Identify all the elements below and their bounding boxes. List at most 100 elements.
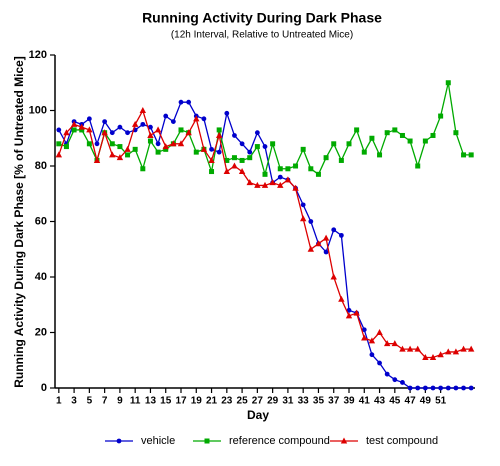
marker bbox=[193, 149, 199, 155]
marker bbox=[315, 240, 322, 247]
marker bbox=[147, 138, 153, 144]
marker bbox=[438, 385, 444, 391]
marker bbox=[461, 385, 466, 391]
marker bbox=[125, 130, 130, 136]
marker bbox=[148, 124, 153, 130]
y-tick-label: 20 bbox=[35, 326, 47, 338]
x-tick-label: 7 bbox=[102, 396, 108, 407]
marker bbox=[338, 295, 345, 302]
marker bbox=[79, 127, 85, 133]
legend-marker bbox=[204, 438, 210, 444]
marker bbox=[430, 132, 436, 138]
marker bbox=[331, 227, 337, 233]
marker bbox=[361, 327, 367, 333]
marker bbox=[232, 133, 237, 138]
marker bbox=[163, 146, 169, 152]
marker bbox=[223, 168, 231, 175]
marker bbox=[429, 353, 437, 360]
x-tick-label: 1 bbox=[56, 396, 62, 407]
marker bbox=[331, 141, 337, 147]
x-tick-label: 39 bbox=[343, 396, 355, 407]
marker bbox=[383, 340, 391, 347]
marker bbox=[56, 127, 62, 133]
marker bbox=[124, 145, 131, 152]
marker bbox=[185, 129, 192, 136]
marker bbox=[117, 124, 123, 130]
marker bbox=[109, 141, 115, 147]
x-tick-label: 23 bbox=[221, 396, 233, 407]
x-tick-label: 43 bbox=[374, 396, 386, 407]
x-tick-label: 9 bbox=[117, 396, 123, 407]
marker bbox=[369, 352, 375, 358]
marker bbox=[453, 130, 459, 136]
y-tick-label: 40 bbox=[35, 271, 47, 283]
marker bbox=[116, 154, 124, 161]
marker bbox=[93, 156, 101, 163]
marker bbox=[155, 149, 161, 155]
marker bbox=[369, 135, 375, 141]
marker bbox=[376, 329, 383, 335]
x-tick-label: 33 bbox=[298, 396, 310, 407]
marker bbox=[55, 151, 63, 158]
marker bbox=[368, 337, 376, 344]
marker bbox=[406, 345, 414, 352]
marker bbox=[163, 113, 169, 119]
x-tick-label: 37 bbox=[328, 396, 340, 407]
x-tick-label: 45 bbox=[389, 396, 401, 407]
marker bbox=[224, 157, 230, 163]
x-tick-label: 49 bbox=[420, 396, 432, 407]
marker bbox=[277, 174, 283, 180]
marker bbox=[467, 345, 475, 352]
marker bbox=[422, 385, 428, 391]
marker bbox=[139, 107, 147, 113]
marker bbox=[384, 371, 390, 377]
marker bbox=[354, 127, 360, 133]
y-tick-label: 100 bbox=[29, 104, 47, 116]
marker bbox=[154, 126, 162, 133]
x-tick-label: 41 bbox=[359, 396, 371, 407]
marker bbox=[209, 146, 214, 152]
x-tick-label: 15 bbox=[160, 396, 172, 407]
marker bbox=[201, 116, 207, 122]
marker bbox=[415, 163, 421, 169]
marker bbox=[445, 80, 451, 86]
marker bbox=[322, 234, 330, 241]
marker bbox=[254, 181, 261, 188]
marker bbox=[238, 168, 246, 175]
x-tick-label: 35 bbox=[313, 396, 325, 407]
marker bbox=[216, 127, 222, 133]
x-tick-label: 17 bbox=[175, 396, 187, 407]
marker bbox=[86, 116, 92, 122]
marker bbox=[162, 143, 169, 150]
marker bbox=[407, 138, 413, 144]
x-tick-label: 5 bbox=[87, 396, 93, 407]
x-tick-label: 47 bbox=[405, 396, 417, 407]
marker bbox=[261, 181, 269, 188]
marker bbox=[178, 99, 184, 105]
marker bbox=[300, 202, 306, 208]
marker bbox=[131, 120, 139, 127]
marker bbox=[330, 273, 337, 280]
marker bbox=[338, 157, 344, 163]
marker bbox=[109, 151, 116, 158]
x-tick-label: 21 bbox=[206, 396, 218, 407]
marker bbox=[361, 149, 367, 155]
marker bbox=[63, 129, 70, 136]
x-tick-label: 3 bbox=[71, 396, 77, 407]
marker bbox=[461, 152, 467, 158]
marker bbox=[125, 152, 131, 158]
marker bbox=[277, 181, 284, 188]
marker bbox=[239, 141, 245, 147]
marker bbox=[109, 130, 115, 136]
marker bbox=[86, 141, 92, 147]
marker bbox=[216, 149, 222, 155]
y-tick-label: 60 bbox=[35, 215, 47, 227]
marker bbox=[78, 123, 85, 130]
marker bbox=[101, 129, 108, 136]
marker bbox=[140, 166, 146, 172]
marker bbox=[453, 385, 459, 391]
marker bbox=[277, 166, 283, 172]
marker bbox=[215, 131, 223, 138]
x-tick-label: 31 bbox=[282, 396, 294, 407]
